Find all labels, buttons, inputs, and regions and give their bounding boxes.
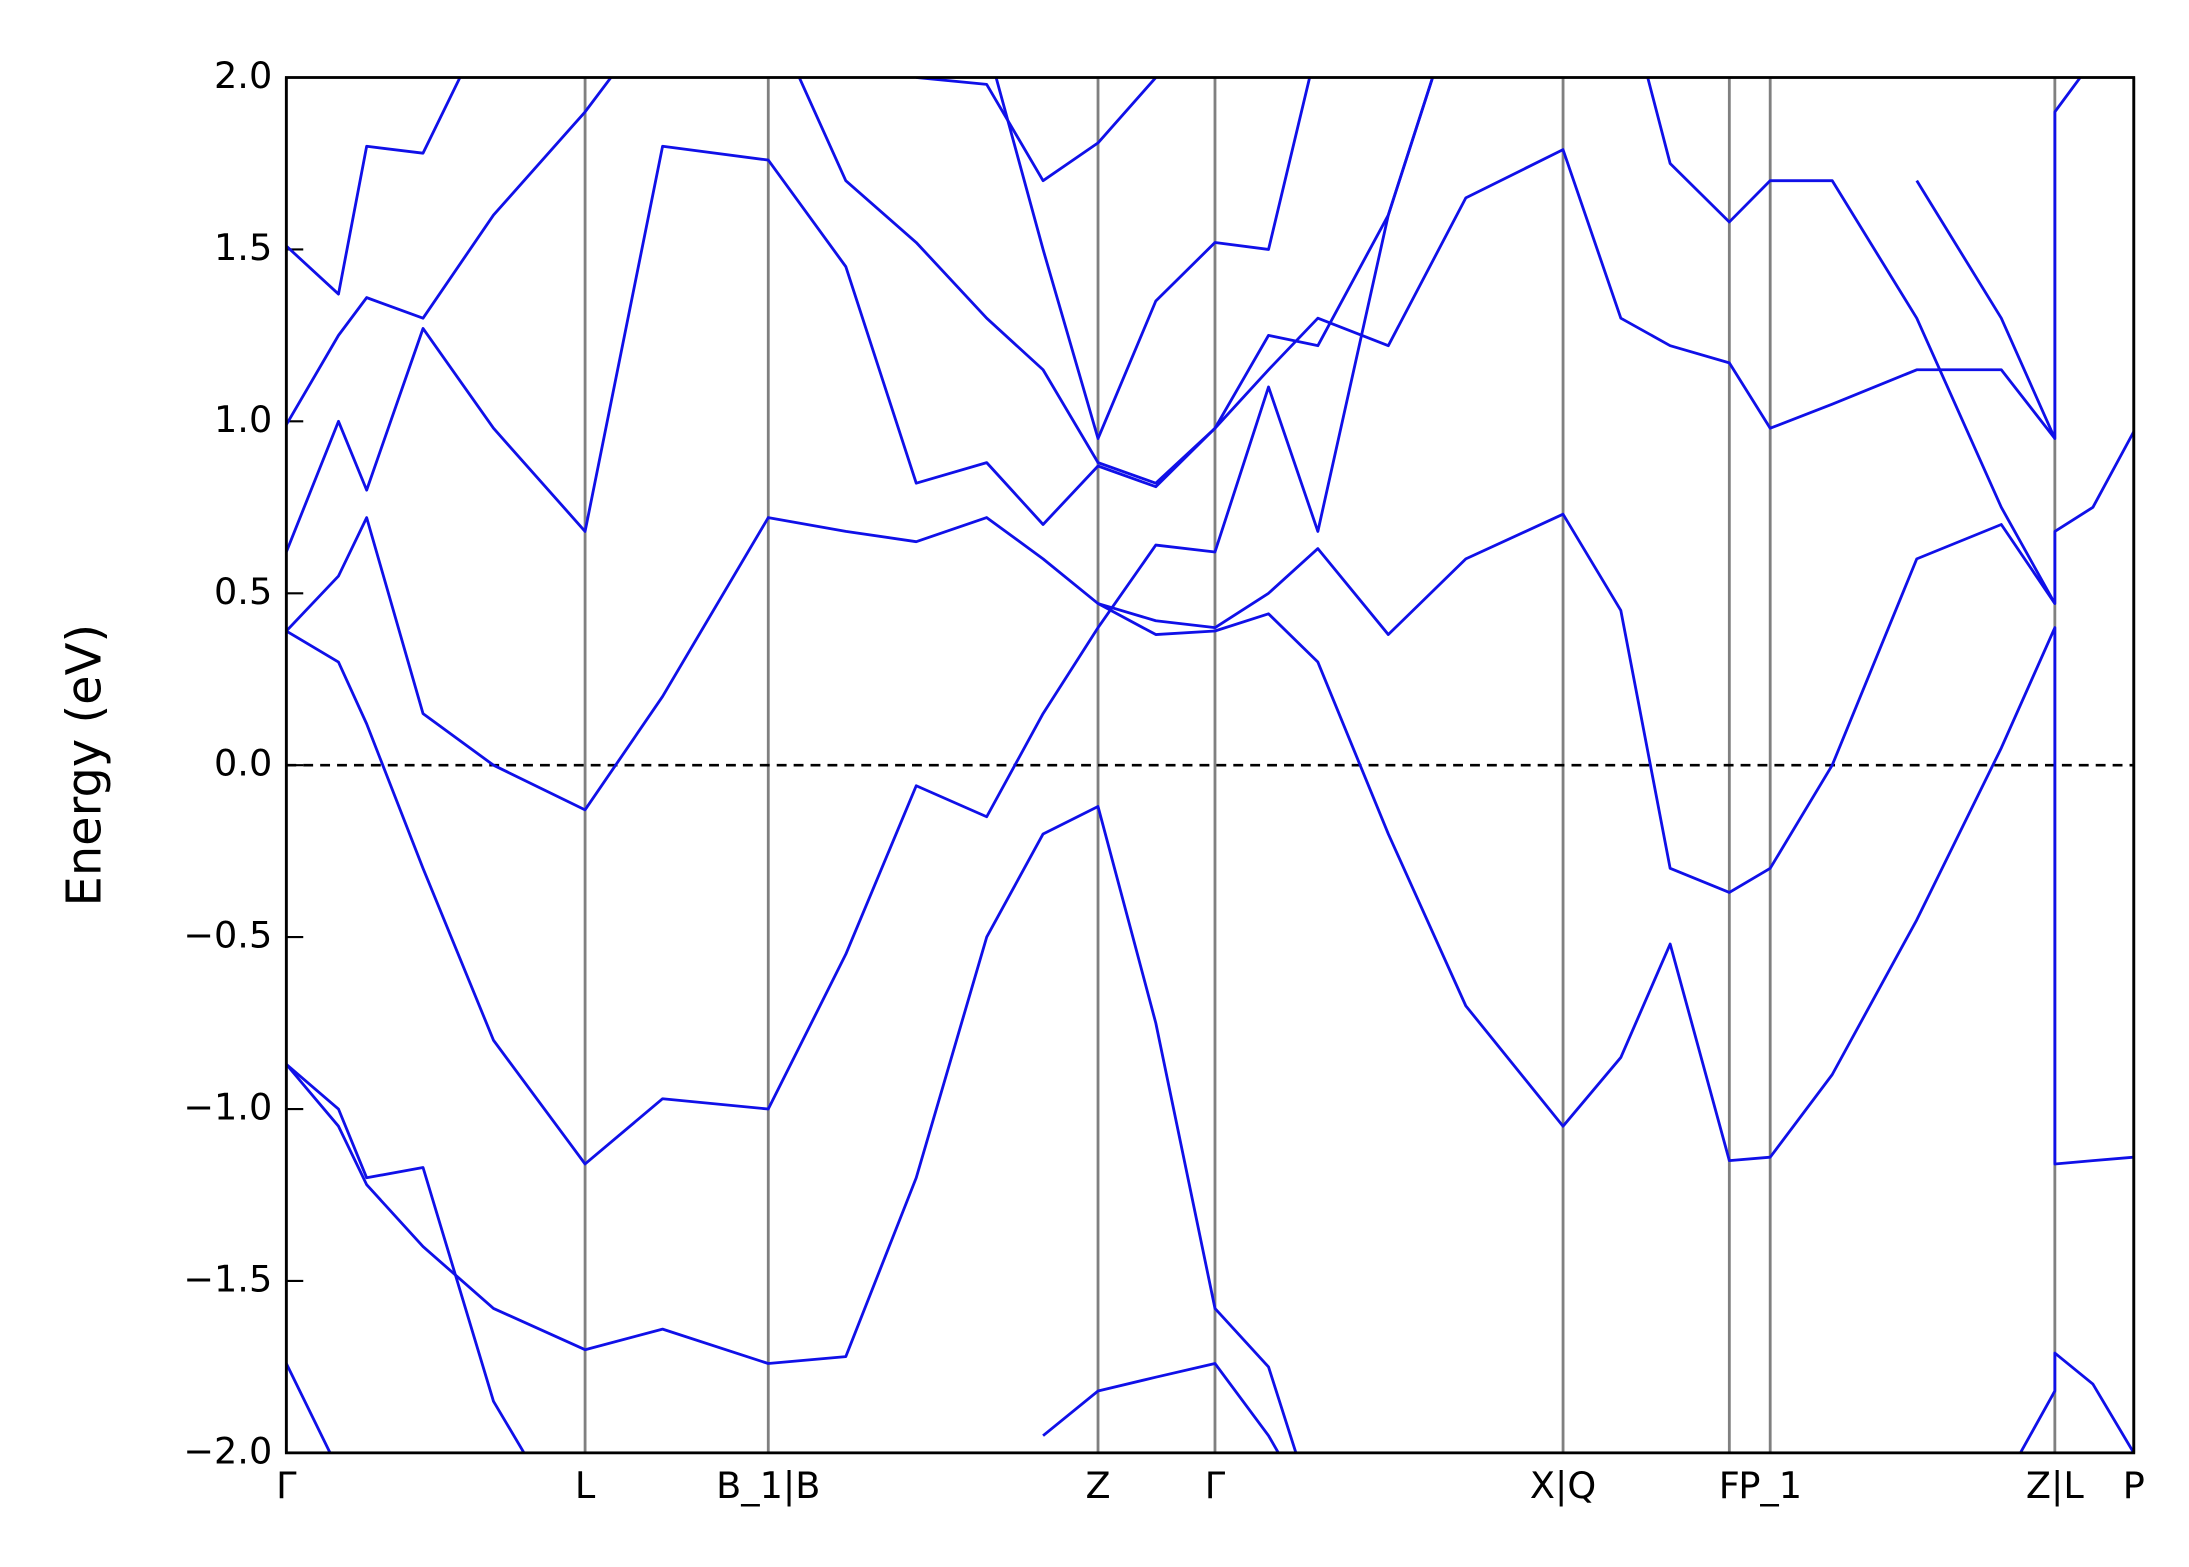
y-tick-label: 0.0	[214, 742, 272, 785]
y-tick-label: 1.0	[214, 398, 272, 441]
band-line	[286, 77, 1435, 553]
y-tick-label: −2.0	[183, 1429, 272, 1472]
x-tick-label: Γ	[1205, 1464, 1226, 1507]
band-line	[286, 77, 462, 296]
y-tick-label: 0.5	[214, 570, 272, 613]
bands	[286, 77, 2134, 1453]
band-line	[286, 516, 2134, 1166]
band-line	[286, 77, 2082, 440]
band-line	[286, 805, 1298, 1453]
y-tick-label: −1.5	[183, 1257, 272, 1300]
band-line	[286, 77, 1435, 1166]
x-tick-label: L	[575, 1464, 596, 1507]
x-tick-label: B_1|B	[716, 1464, 820, 1508]
band-line	[1097, 430, 2134, 894]
x-tick-label: F	[1719, 1464, 1740, 1507]
band-line	[286, 1063, 526, 1453]
plot-frame	[284, 76, 2136, 1455]
x-tick-label: P	[2123, 1464, 2145, 1507]
y-axis-label: Energy (eV)	[58, 624, 113, 907]
y-tick-label: 1.5	[214, 226, 272, 269]
x-tick-label: Z|L	[2026, 1464, 2084, 1508]
x-tick-label: Z	[1085, 1464, 1110, 1507]
band-line	[1646, 77, 2057, 605]
band-line	[916, 77, 1157, 183]
x-tick-label: Γ	[276, 1464, 297, 1507]
x-tick-label: P_1	[1738, 1464, 1802, 1507]
y-tick-label: −0.5	[183, 914, 272, 957]
y-tick-label: −1.0	[183, 1086, 272, 1129]
y-tick-label: 2.0	[214, 54, 272, 97]
x-tick-label: X|Q	[1530, 1464, 1596, 1508]
band-line	[797, 77, 2056, 485]
